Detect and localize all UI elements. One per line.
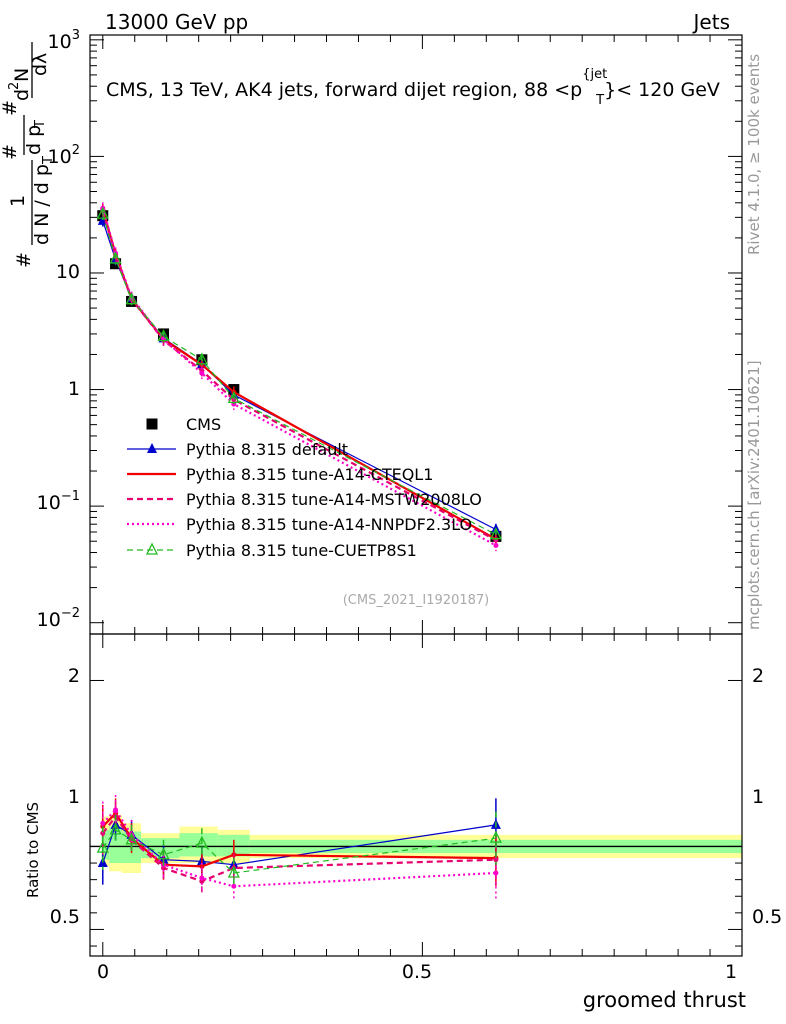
legend-label-default: Pythia 8.315 default [186, 440, 348, 459]
main-point-cuetp8s1 [157, 329, 170, 342]
ratio-point-cuetp8s1 [195, 835, 208, 848]
svg-text:d p: d p [23, 125, 45, 155]
y-tick-label-1: 1 [68, 378, 80, 400]
main-point-cuetp8s1 [195, 352, 208, 365]
x-tick-labels: 0 0.5 1 [97, 961, 737, 983]
main-series-default [97, 214, 501, 536]
main-point-cuetp8s1 [125, 292, 138, 305]
main-point-cuetp8s1 [489, 527, 502, 540]
svg-text:#: # [13, 252, 35, 268]
x-axis-label: groomed thrust [583, 988, 746, 1012]
legend-label-cms: CMS [186, 415, 221, 434]
main-point-cuetp8s1 [109, 251, 122, 264]
svg-text:dλ: dλ [29, 53, 51, 76]
ratio-point-cuetp8s1 [489, 830, 502, 843]
ratio-ylabel: Ratio to CMS [24, 802, 42, 898]
svg-text:2: 2 [7, 82, 22, 90]
y-tick-label-10: 10 [56, 261, 80, 283]
ratio-point-nnpdf [199, 875, 205, 881]
svg-text:#: # [0, 144, 21, 160]
ratio-point-mstw [493, 857, 499, 863]
ratio-y-tick-0.5-right: 0.5 [752, 906, 782, 928]
main-point-cuetp8s1 [227, 390, 240, 404]
svg-text:T: T [41, 156, 56, 165]
rivet-label: Rivet 4.1.0, ≥ 100k events [745, 54, 763, 255]
ratio-point-cuetp8s1 [96, 840, 109, 853]
main-point-nnpdf [493, 542, 499, 548]
x-tick-label-0.5: 0.5 [402, 961, 432, 983]
legend-label-cteql1: Pythia 8.315 tune-A14-CTEQL1 [186, 465, 433, 484]
ratio-y-tick-1: 1 [68, 786, 80, 808]
ratio-y-tick-2-right: 2 [752, 665, 764, 687]
ratio-y-tick-1-right: 1 [752, 786, 764, 808]
main-ylabel: # d N / d p T 1 # d p T # d 2 N dλ [0, 42, 56, 268]
svg-text:1: 1 [7, 195, 29, 207]
main-y-ticks: 10−2 10−1 1 10 102 103 [37, 28, 80, 631]
ratio-frame [89, 633, 743, 957]
ratio-point-nnpdf [100, 820, 106, 826]
ratio-series [96, 795, 502, 902]
ratio-series-cuetp8s1 [96, 811, 502, 888]
main-point-cuetp8s1 [96, 206, 109, 219]
analysis-id: (CMS_2021_I1920187) [343, 593, 490, 608]
ratio-y-tick-2: 2 [68, 665, 80, 687]
ratio-point-nnpdf [113, 807, 119, 813]
legend-marker-default [147, 443, 157, 453]
main-point-nnpdf [199, 370, 205, 376]
ratio-y-ticks: 0.5 1 2 0.5 1 2 [50, 665, 782, 928]
ratio-point-nnpdf [493, 870, 499, 876]
header-right: Jets [692, 10, 730, 34]
y-tick-label-0.1: 10−1 [37, 489, 80, 514]
ratio-point-cuetp8s1 [125, 832, 138, 845]
x-tick-label-0: 0 [97, 961, 109, 983]
ratio-point-cuetp8s1 [227, 865, 240, 878]
svg-text:d: d [11, 89, 33, 101]
svg-text:T: T [33, 120, 48, 129]
svg-text:N: N [11, 68, 33, 82]
main-series [96, 202, 502, 552]
legend-label-mstw: Pythia 8.315 tune-A14-MSTW2008LO [186, 490, 482, 509]
y-tick-label-1000: 103 [48, 28, 80, 53]
ratio-point-cuetp8s1 [109, 822, 122, 835]
ratio-point-nnpdf [231, 883, 237, 889]
legend-label-cuetp8s1: Pythia 8.315 tune-CUETP8S1 [186, 541, 417, 560]
main-series-cuetp8s1 [96, 206, 502, 541]
ratio-y-tick-0.5: 0.5 [50, 906, 80, 928]
ratio-point-cuetp8s1 [157, 847, 170, 860]
legend-label-nnpdf: Pythia 8.315 tune-A14-NNPDF2.3LO [186, 515, 472, 534]
ratio-axes [89, 633, 743, 957]
x-tick-label-1: 1 [725, 961, 737, 983]
y-tick-label-0.01: 10−2 [37, 606, 80, 631]
y-tick-label-100: 102 [48, 143, 80, 168]
legend: CMS Pythia 8.315 default Pythia 8.315 tu… [127, 415, 482, 560]
main-title: CMS, 13 TeV, AK4 jets, forward dijet reg… [106, 67, 720, 108]
svg-text:d N / d p: d N / d p [31, 164, 53, 245]
legend-marker-cms [146, 418, 158, 430]
main-line-cuetp8s1 [102, 213, 497, 536]
mcplots-label: mcplots.cern.ch [arXiv:2401.10621] [745, 360, 763, 630]
svg-text:#: # [0, 100, 21, 116]
legend-marker-cuetp8s1 [145, 542, 159, 555]
header-left: 13000 GeV pp [105, 10, 248, 34]
